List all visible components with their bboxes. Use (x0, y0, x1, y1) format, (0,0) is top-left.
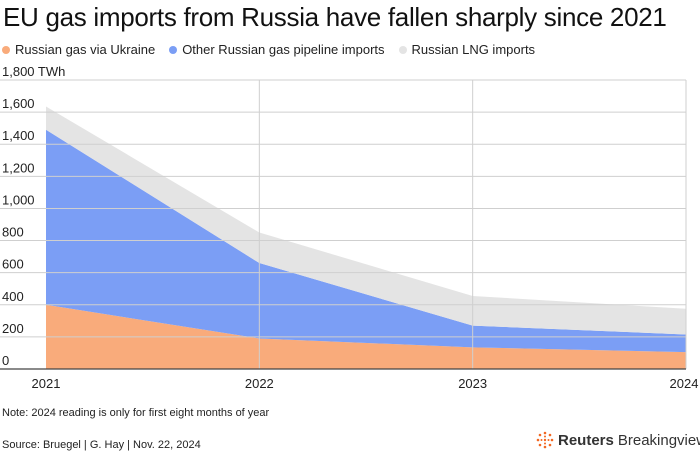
x-tick-label-2: 2023 (458, 376, 487, 391)
x-tick-label-0: 2021 (32, 376, 61, 391)
stacked-area-chart: 0 200 400 600 800 1,000 1,200 1,400 1,600 1,800 T… (0, 64, 699, 391)
brand-name-bold: Reuters (558, 431, 614, 449)
legend-item-lng: Russian LNG imports (398, 42, 536, 57)
y-tick-label-9: 1,800 TWh (2, 64, 65, 79)
chart-title: EU gas imports from Russia have fallen s… (3, 2, 667, 32)
legend-label-lng: Russian LNG imports (411, 42, 536, 57)
footnote: Note: 2024 reading is only for first eig… (2, 407, 270, 419)
x-tick-label-1: 2022 (245, 376, 274, 391)
legend-item-pipeline: Other Russian gas pipeline imports (169, 42, 385, 57)
y-tick-label-2: 400 (2, 289, 24, 304)
y-tick-label-3: 600 (2, 257, 24, 272)
brand-name-light: Breakingviews (617, 431, 700, 449)
legend-swatch-pipeline (169, 45, 178, 54)
y-tick-label-4: 800 (2, 225, 24, 240)
y-tick-label-8: 1,600 (2, 96, 35, 111)
legend-label-pipeline: Other Russian gas pipeline imports (182, 42, 385, 57)
x-tick-label-3: 2024 (670, 376, 699, 391)
source-line: Source: Bruegel | G. Hay | Nov. 22, 2024 (2, 439, 201, 451)
y-tick-label-6: 1,200 (2, 160, 35, 175)
y-tick-label-1: 200 (2, 321, 24, 336)
y-tick-label-5: 1,000 (2, 192, 35, 207)
y-tick-label-0: 0 (2, 353, 9, 368)
area-series-2 (46, 106, 686, 335)
y-tick-label-7: 1,400 (2, 128, 35, 143)
reuters-breakingviews-logo: ReutersBreakingviews (536, 431, 700, 449)
area-series-0 (46, 304, 686, 369)
legend-item-ukraine: Russian gas via Ukraine (2, 42, 155, 57)
legend: Russian gas via Ukraine Other Russian ga… (2, 42, 535, 57)
area-series-1 (46, 129, 686, 353)
legend-label-ukraine: Russian gas via Ukraine (15, 42, 156, 57)
reuters-logo-icon (536, 431, 554, 449)
legend-swatch-lng (398, 45, 407, 54)
legend-swatch-ukraine (2, 45, 10, 54)
